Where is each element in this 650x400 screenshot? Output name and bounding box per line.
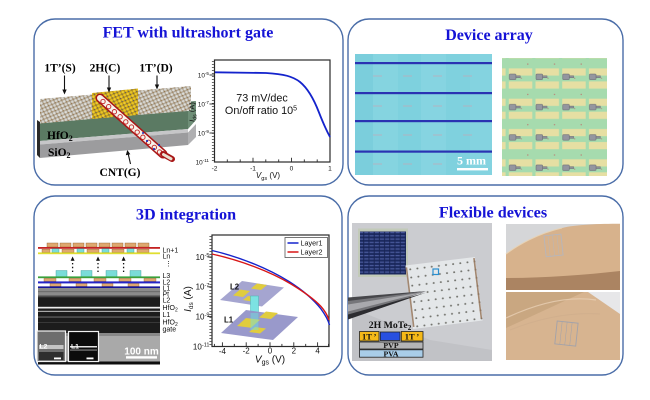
svg-text:10-11: 10-11 xyxy=(196,158,210,166)
svg-text:Pt: Pt xyxy=(163,292,170,299)
svg-text:Ln+1: Ln+1 xyxy=(163,248,179,255)
svg-text:HfO2: HfO2 xyxy=(163,305,178,314)
svg-text:L1: L1 xyxy=(163,286,171,293)
svg-text:gate: gate xyxy=(163,327,177,334)
svg-text:-2: -2 xyxy=(243,347,251,356)
svg-text:L2: L2 xyxy=(163,298,171,305)
svg-text:HfO2: HfO2 xyxy=(47,130,73,143)
svg-text:2: 2 xyxy=(292,347,297,356)
svg-text:Ln: Ln xyxy=(163,254,171,261)
svg-text:FET with ultrashort gate: FET with ultrashort gate xyxy=(103,25,274,42)
svg-text:Vgs (V): Vgs (V) xyxy=(256,171,280,182)
svg-text:1T ’: 1T ’ xyxy=(405,332,420,342)
svg-text:PVA: PVA xyxy=(383,349,398,358)
svg-text:Layer1: Layer1 xyxy=(301,239,323,248)
svg-text:⋮: ⋮ xyxy=(165,261,172,268)
svg-text:Ids (A): Ids (A) xyxy=(183,286,195,312)
svg-text:Flexible devices: Flexible devices xyxy=(439,204,547,222)
svg-text:5 mm: 5 mm xyxy=(457,153,486,167)
svg-text:On/off ratio 105: On/off ratio 105 xyxy=(225,105,297,117)
svg-text:Ids (A): Ids (A) xyxy=(188,102,199,122)
svg-text:HfO2: HfO2 xyxy=(163,320,178,329)
svg-text:L3: L3 xyxy=(163,273,171,280)
svg-text:10-11: 10-11 xyxy=(193,342,210,351)
svg-text:1T’(S): 1T’(S) xyxy=(44,63,75,75)
svg-text:-2: -2 xyxy=(212,165,218,172)
svg-text:Vgs (V): Vgs (V) xyxy=(255,355,285,367)
svg-text:100 nm: 100 nm xyxy=(124,347,159,358)
svg-text:10-9: 10-9 xyxy=(196,312,210,321)
svg-text:10-7: 10-7 xyxy=(198,100,210,108)
svg-text:Device array: Device array xyxy=(445,27,533,44)
svg-text:Layer2: Layer2 xyxy=(301,248,323,257)
svg-text:L2: L2 xyxy=(40,344,48,351)
svg-text:10-9: 10-9 xyxy=(198,129,210,137)
svg-text:L1: L1 xyxy=(71,344,79,351)
svg-text:L2: L2 xyxy=(163,280,171,287)
svg-text:10-5: 10-5 xyxy=(196,253,210,262)
svg-text:4: 4 xyxy=(315,347,320,356)
svg-text:L2: L2 xyxy=(230,283,240,292)
svg-text:1: 1 xyxy=(328,165,332,172)
svg-text:73 mV/dec: 73 mV/dec xyxy=(236,93,288,105)
svg-text:2H(C): 2H(C) xyxy=(90,63,121,75)
svg-text:-1: -1 xyxy=(250,165,256,172)
svg-text:10-5: 10-5 xyxy=(198,71,210,79)
svg-text:-4: -4 xyxy=(219,347,227,356)
svg-text:1T’(D): 1T’(D) xyxy=(139,63,172,75)
svg-text:0: 0 xyxy=(268,347,273,356)
svg-text:PVP: PVP xyxy=(383,341,398,350)
svg-text:10-7: 10-7 xyxy=(196,283,210,292)
svg-text:0: 0 xyxy=(290,165,294,172)
svg-text:2H MoTe2: 2H MoTe2 xyxy=(369,320,412,332)
svg-text:L1: L1 xyxy=(163,312,171,319)
svg-text:SiO2: SiO2 xyxy=(48,147,71,160)
svg-text:3D integration: 3D integration xyxy=(136,206,236,224)
svg-text:CNT(G): CNT(G) xyxy=(100,167,141,179)
svg-text:L1: L1 xyxy=(224,316,234,325)
svg-text:1T ’: 1T ’ xyxy=(362,332,377,342)
